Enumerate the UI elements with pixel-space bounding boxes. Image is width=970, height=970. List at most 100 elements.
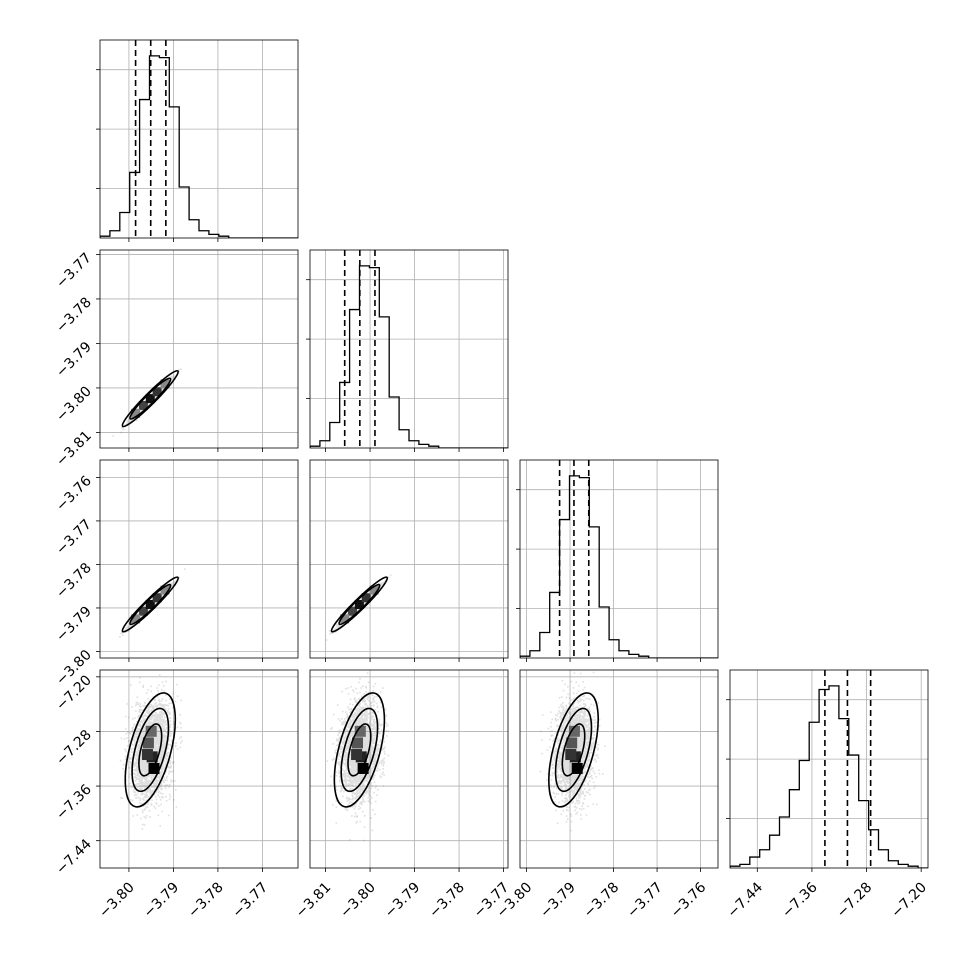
- density-cell: [145, 394, 155, 404]
- density-cell: [568, 725, 580, 737]
- y-tick-label: −7.28: [53, 727, 95, 769]
- density-cell: [148, 762, 160, 774]
- x-tick-label: −3.77: [624, 880, 666, 922]
- panel-frame: [519, 669, 719, 869]
- contour-level: [554, 707, 593, 793]
- density-cell: [145, 725, 157, 737]
- x-tick-label: −3.76: [668, 879, 710, 921]
- x-tick-label: −3.81: [293, 880, 335, 922]
- contour-level: [330, 576, 389, 633]
- panel-frame: [99, 249, 299, 449]
- density-cell: [361, 593, 371, 603]
- y-tick-label: −3.78: [53, 294, 95, 336]
- density-cell: [131, 408, 141, 418]
- contour-level: [129, 583, 172, 626]
- density-cell: [138, 606, 148, 616]
- y-tick-label: −3.78: [53, 560, 95, 602]
- density-cell: [354, 599, 364, 609]
- y-tick-label: −3.76: [53, 473, 95, 515]
- density-cell: [160, 585, 170, 595]
- grid-lines: [310, 250, 508, 448]
- density-cell: [351, 749, 363, 761]
- y-tick-label: −3.77: [53, 250, 95, 292]
- histogram-panel-1: [306, 249, 509, 452]
- scatter-panel-3-2: −3.80 −3.79 −3.78 −3.77 −3.76: [494, 669, 719, 922]
- grid-lines: [520, 670, 718, 868]
- panel-frame: [729, 669, 929, 869]
- density-cell: [565, 749, 577, 761]
- density-cell: [566, 737, 578, 749]
- scatter-panel-3-1: −3.81 −3.80 −3.79 −3.78 −3.77: [293, 669, 512, 922]
- density-cell: [131, 614, 141, 624]
- contour-level: [347, 723, 372, 777]
- density-cell: [142, 737, 154, 749]
- density-cell: [152, 387, 162, 397]
- density-cell: [354, 725, 366, 737]
- scatter-panel-1-0: −3.81−3.80−3.79−3.78−3.77: [53, 249, 299, 470]
- y-tick-label: −7.44: [53, 836, 95, 878]
- scatter-panel-3-0: −7.44−7.36−7.28−7.20−3.80 −3.79 −3.78 −3.77: [53, 669, 299, 922]
- density-cell: [348, 606, 358, 616]
- histogram-steps: [310, 265, 508, 448]
- histogram-steps: [100, 55, 298, 238]
- scatter-panel-2-0: −3.80−3.79−3.78−3.77−3.76: [53, 459, 299, 689]
- x-tick-label: −3.78: [426, 880, 468, 922]
- x-tick-label: −3.78: [185, 880, 227, 922]
- y-tick-label: −3.80: [53, 383, 95, 425]
- contour-level: [138, 723, 163, 777]
- histogram-panel-0: [96, 39, 299, 242]
- histogram-steps: [730, 685, 928, 868]
- contour-level: [561, 723, 586, 777]
- panel-frame: [519, 459, 719, 659]
- density-cell: [152, 593, 162, 603]
- panel-frame: [309, 249, 509, 449]
- x-tick-label: −3.80: [96, 880, 138, 922]
- x-tick-label: −7.28: [834, 880, 876, 922]
- histogram-panel-2: [516, 459, 719, 662]
- scatter-panel-2-1: [309, 459, 509, 662]
- density-cell: [138, 400, 148, 410]
- contour-level: [129, 377, 172, 420]
- histogram-panel-3: −7.44 −7.36 −7.28 −7.20: [724, 669, 930, 922]
- contour-level: [121, 576, 179, 633]
- contour-level: [121, 369, 179, 428]
- contour-level: [548, 692, 599, 808]
- x-tick-label: −3.79: [537, 880, 579, 922]
- x-tick-label: −3.80: [337, 880, 379, 922]
- panel-frame: [309, 459, 509, 659]
- panel-frame: [99, 669, 299, 869]
- x-tick-label: −3.79: [382, 880, 424, 922]
- contour-level: [338, 583, 381, 626]
- y-tick-label: −3.81: [53, 428, 95, 470]
- contour-level: [124, 692, 177, 808]
- grid-lines: [100, 460, 298, 658]
- contour-level: [340, 707, 379, 793]
- panel-frame: [99, 459, 299, 659]
- density-cell: [145, 599, 155, 609]
- density-cell: [141, 749, 153, 761]
- y-tick-label: −3.77: [53, 516, 95, 558]
- grid-lines: [100, 670, 298, 868]
- density-cell: [340, 614, 350, 624]
- x-tick-label: −7.44: [724, 879, 766, 921]
- x-tick-label: −3.79: [141, 880, 183, 922]
- panel-frame: [99, 39, 299, 239]
- contour-level: [333, 692, 386, 808]
- histogram-steps: [520, 475, 718, 658]
- density-cell: [357, 762, 369, 774]
- y-tick-label: −3.79: [53, 603, 95, 645]
- density-cell: [571, 762, 583, 774]
- grid-lines: [310, 670, 508, 868]
- x-tick-label: −7.20: [888, 880, 930, 922]
- x-tick-label: −3.78: [581, 880, 623, 922]
- grid-lines: [100, 40, 298, 238]
- density-cell: [352, 737, 364, 749]
- y-tick-label: −3.79: [53, 339, 95, 381]
- contour-level: [131, 707, 170, 793]
- x-tick-label: −3.77: [230, 880, 272, 922]
- y-tick-label: −7.36: [53, 782, 95, 824]
- x-tick-label: −7.36: [779, 879, 821, 921]
- grid-lines: [730, 670, 928, 868]
- density-cell: [369, 585, 379, 595]
